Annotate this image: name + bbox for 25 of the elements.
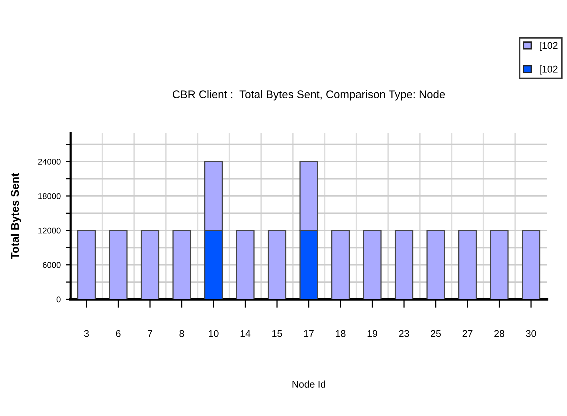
y-tick-label: 6000 — [43, 262, 61, 268]
x-tick-label: 17 — [304, 330, 314, 338]
y-tick-label: 0 — [56, 296, 61, 303]
y-tick-label: 12000 — [38, 228, 61, 234]
x-tick-label: 10 — [209, 330, 219, 338]
x-tick-label: 15 — [272, 330, 282, 338]
x-axis-title: Node Id — [292, 380, 326, 388]
x-tick-label: 28 — [494, 330, 505, 338]
chart-title: CBR Client : Total Bytes Sent, Comparison Type: Node — [172, 90, 446, 101]
x-tick-label: 27 — [462, 330, 473, 338]
x-tick-label: 19 — [368, 330, 378, 338]
x-tick-label: 23 — [399, 330, 410, 338]
legend-label: [102 — [540, 42, 558, 52]
x-tick-label: 14 — [240, 330, 251, 338]
x-tick-label: 8 — [180, 330, 184, 338]
x-tick-label: 25 — [431, 330, 442, 338]
legend-label: [102 — [540, 66, 558, 75]
x-tick-label: 7 — [148, 330, 152, 338]
y-tick-label: 18000 — [38, 193, 61, 200]
y-tick-label: 24000 — [38, 159, 61, 165]
x-tick-label: 3 — [84, 330, 90, 338]
x-tick-label: 6 — [116, 330, 121, 338]
x-tick-label: 18 — [336, 330, 346, 338]
x-tick-label: 30 — [526, 330, 536, 338]
y-axis-title: Total Bytes Sent — [10, 173, 22, 260]
